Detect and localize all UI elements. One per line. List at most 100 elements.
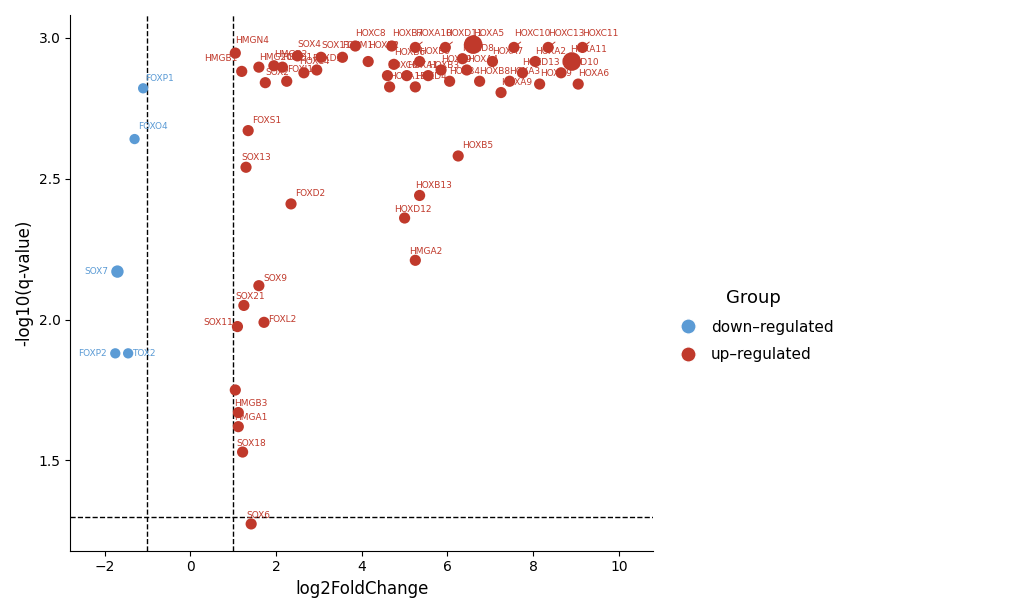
Text: HOXB9: HOXB9 xyxy=(419,47,450,56)
Text: HMG20B: HMG20B xyxy=(259,53,298,61)
X-axis label: log2FoldChange: log2FoldChange xyxy=(294,580,428,598)
Point xyxy=(453,54,470,64)
Text: FOXD1: FOXD1 xyxy=(282,53,313,61)
Text: HOXC11: HOXC11 xyxy=(582,29,619,46)
Text: FOXP1: FOXP1 xyxy=(145,74,174,83)
Point xyxy=(266,61,282,70)
Point xyxy=(237,162,254,172)
Point xyxy=(432,65,448,75)
Point xyxy=(420,70,436,80)
Point xyxy=(230,422,247,432)
Text: FOXO4: FOXO4 xyxy=(138,121,167,131)
Point xyxy=(407,82,423,92)
Text: HOXC8: HOXC8 xyxy=(355,29,385,44)
Text: HOXD12: HOXD12 xyxy=(393,205,431,214)
Point xyxy=(227,385,244,395)
Text: HOXC10: HOXC10 xyxy=(514,29,549,46)
Text: HOXB2: HOXB2 xyxy=(368,41,398,50)
Point xyxy=(459,65,475,75)
Text: HOXA10: HOXA10 xyxy=(415,29,451,46)
Point xyxy=(334,52,351,62)
Text: HOXA5: HOXA5 xyxy=(473,29,503,43)
Text: FOXP2: FOXP2 xyxy=(78,349,107,358)
Text: SOX13: SOX13 xyxy=(242,153,271,162)
Point xyxy=(407,256,423,265)
Text: HOXC4: HOXC4 xyxy=(300,57,330,66)
Point xyxy=(243,519,259,529)
Text: HOXA11: HOXA11 xyxy=(569,45,606,55)
Point xyxy=(527,56,543,66)
Point xyxy=(383,41,399,51)
Point xyxy=(313,52,329,62)
Point xyxy=(531,79,547,89)
Point xyxy=(227,48,244,58)
Point xyxy=(233,66,250,76)
Point xyxy=(385,59,401,69)
Point xyxy=(437,42,453,52)
Text: HMGA2: HMGA2 xyxy=(409,247,441,256)
Text: HMGB1: HMGB1 xyxy=(204,54,237,63)
Point xyxy=(107,348,123,358)
Point xyxy=(379,70,395,80)
Text: SOX2: SOX2 xyxy=(265,68,289,77)
Y-axis label: -log10(q-value): -log10(q-value) xyxy=(15,219,33,346)
Text: HOXD13: HOXD13 xyxy=(522,58,559,67)
Text: FOXD2: FOXD2 xyxy=(296,189,325,198)
Text: HOXD9: HOXD9 xyxy=(539,69,571,78)
Text: HOXB5: HOXB5 xyxy=(462,142,493,150)
Point xyxy=(441,77,458,86)
Point xyxy=(501,77,518,86)
Point xyxy=(282,199,299,209)
Point xyxy=(411,191,427,200)
Point xyxy=(120,348,137,358)
Point xyxy=(346,41,363,51)
Point xyxy=(256,318,272,327)
Text: SOX11: SOX11 xyxy=(321,41,351,50)
Text: HOXB7: HOXB7 xyxy=(391,29,423,44)
Text: TOX2: TOX2 xyxy=(132,349,156,358)
Text: HMGB2: HMGB2 xyxy=(274,50,307,59)
Text: HOXA9: HOXA9 xyxy=(500,78,532,87)
Text: HOXA13: HOXA13 xyxy=(389,72,426,82)
Text: FOXD3: FOXD3 xyxy=(312,54,342,63)
Text: HOXD11: HOXD11 xyxy=(445,29,482,46)
Point xyxy=(564,56,580,66)
Point xyxy=(484,56,500,66)
Text: HOXA6: HOXA6 xyxy=(578,69,608,78)
Point xyxy=(396,213,413,223)
Text: HMGA1: HMGA1 xyxy=(234,413,268,422)
Point xyxy=(289,51,306,61)
Point xyxy=(234,447,251,457)
Text: HOXD10: HOXD10 xyxy=(560,58,598,67)
Text: SOX4: SOX4 xyxy=(298,40,321,49)
Text: HMGB3: HMGB3 xyxy=(234,399,268,408)
Point xyxy=(449,151,466,161)
Text: HOXA3: HOXA3 xyxy=(510,67,540,75)
Point xyxy=(230,408,247,417)
Text: HOXB8: HOXB8 xyxy=(479,67,511,75)
Point xyxy=(251,63,267,72)
Point xyxy=(235,300,252,310)
Text: FOXL2: FOXL2 xyxy=(268,315,297,324)
Point xyxy=(257,78,273,88)
Point xyxy=(135,83,151,93)
Text: SOX6: SOX6 xyxy=(247,511,271,520)
Text: HOXD4: HOXD4 xyxy=(415,72,446,82)
Point xyxy=(251,281,267,291)
Text: HOXC13: HOXC13 xyxy=(547,29,584,46)
Text: SOX11: SOX11 xyxy=(203,318,233,327)
Point xyxy=(274,63,290,72)
Text: SOX7: SOX7 xyxy=(85,267,109,276)
Point xyxy=(239,126,256,135)
Text: HOXB6: HOXB6 xyxy=(393,48,425,57)
Point xyxy=(109,267,125,276)
Text: HOXA4: HOXA4 xyxy=(467,55,497,64)
Text: HOXA7: HOXA7 xyxy=(492,47,523,56)
Text: HMGN4: HMGN4 xyxy=(235,36,269,45)
Text: HOXB13: HOXB13 xyxy=(415,181,451,190)
Text: FOXS1: FOXS1 xyxy=(252,116,281,125)
Text: HOXA1: HOXA1 xyxy=(407,61,437,70)
Point xyxy=(360,56,376,66)
Point xyxy=(492,88,508,97)
Point xyxy=(381,82,397,92)
